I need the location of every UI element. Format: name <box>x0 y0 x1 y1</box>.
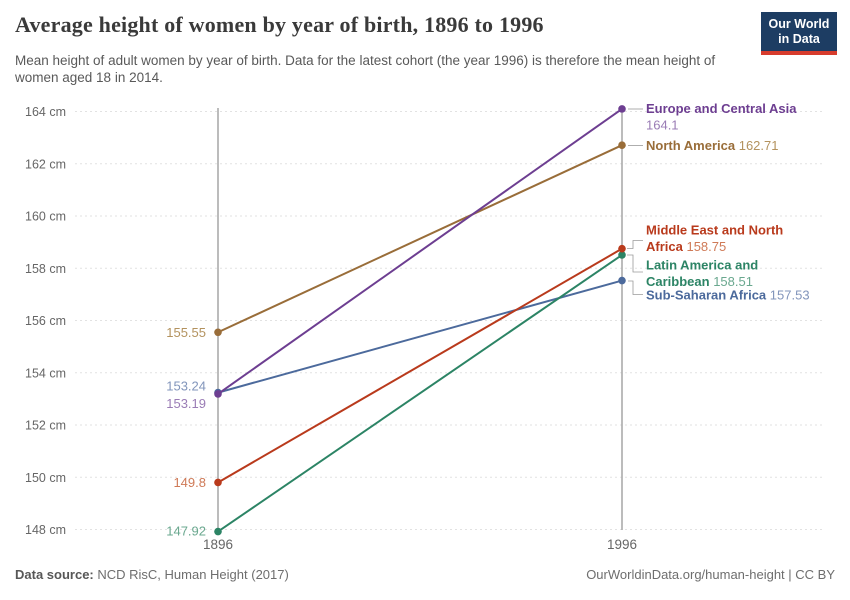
series-start-dot-latin-america-and-caribbean[interactable] <box>214 527 222 536</box>
start-value-label-sub-saharan-africa: 153.24 <box>166 379 206 394</box>
series-start-dot-europe-and-central-asia[interactable] <box>214 390 222 398</box>
start-value-label-europe-and-central-asia: 153.19 <box>166 396 206 411</box>
y-tick-label-150: 150 cm <box>25 471 66 485</box>
series-label-latin-america-and-caribbean-line1[interactable]: Latin America and <box>646 258 758 273</box>
series-end-dot-europe-and-central-asia[interactable] <box>618 105 626 113</box>
data-source-note: Data source: NCD RisC, Human Height (201… <box>15 567 289 582</box>
series-start-dot-north-america[interactable] <box>214 328 222 337</box>
y-tick-label-154: 154 cm <box>25 366 66 380</box>
x-tick-label-1896: 1896 <box>203 537 233 552</box>
label-connector-sub-saharan-africa <box>628 280 643 295</box>
series-start-dot-middle-east-and-north-africa[interactable] <box>214 478 222 487</box>
series-label-middle-east-and-north-africa-line2[interactable]: Africa 158.75 <box>646 239 726 254</box>
series-label-north-america-line1[interactable]: North America 162.71 <box>646 138 778 153</box>
series-value-text[interactable]: 164.1 <box>646 118 679 133</box>
y-tick-label-148: 148 cm <box>25 523 66 537</box>
series-name-text[interactable]: Middle East and North <box>646 223 783 238</box>
chart-title: Average height of women by year of birth… <box>15 12 544 37</box>
owid-logo[interactable]: Our World in Data <box>761 12 837 55</box>
y-tick-label-156: 156 cm <box>25 314 66 328</box>
series-name-text[interactable]: Latin America and <box>646 258 758 273</box>
series-name-text[interactable]: Caribbean <box>646 274 713 289</box>
series-value-text[interactable]: 158.51 <box>713 274 753 289</box>
series-label-middle-east-and-north-africa-line1[interactable]: Middle East and North <box>646 223 783 238</box>
chart-subtitle: Mean height of adult women by year of bi… <box>15 53 716 85</box>
label-connector-middle-east-and-north-africa <box>627 240 643 249</box>
series-label-europe-and-central-asia-line2[interactable]: 164.1 <box>646 118 679 133</box>
series-label-latin-america-and-caribbean-line2[interactable]: Caribbean 158.51 <box>646 274 753 289</box>
series-line-sub-saharan-africa[interactable] <box>217 279 623 394</box>
series-name-text[interactable]: Africa <box>646 239 686 254</box>
series-value-text[interactable]: 162.71 <box>739 138 779 153</box>
start-value-label-latin-america-and-caribbean: 147.92 <box>166 524 206 539</box>
series-end-dot-north-america[interactable] <box>618 141 626 150</box>
start-value-label-middle-east-and-north-africa: 149.8 <box>173 475 206 490</box>
series-end-dot-latin-america-and-caribbean[interactable] <box>618 251 626 259</box>
data-source-text: NCD RisC, Human Height (2017) <box>93 567 289 582</box>
y-tick-label-152: 152 cm <box>25 419 66 433</box>
series-end-dot-middle-east-and-north-africa[interactable] <box>618 244 626 253</box>
series-line-europe-and-central-asia[interactable] <box>217 107 623 395</box>
series-value-text[interactable]: 158.75 <box>686 239 726 254</box>
series-name-text[interactable]: North America <box>646 138 739 153</box>
x-tick-label-1996: 1996 <box>607 537 637 552</box>
label-connector-latin-america-and-caribbean <box>627 254 643 273</box>
series-label-europe-and-central-asia-line1[interactable]: Europe and Central Asia <box>646 101 797 116</box>
series-end-dot-sub-saharan-africa[interactable] <box>618 276 626 285</box>
start-value-label-north-america: 155.55 <box>166 325 206 340</box>
y-tick-label-162: 162 cm <box>25 157 66 171</box>
y-tick-label-158: 158 cm <box>25 262 66 276</box>
series-label-sub-saharan-africa-line1[interactable]: Sub-Saharan Africa 157.53 <box>646 288 810 303</box>
data-source-label: Data source: <box>15 567 94 582</box>
owid-url-license-link[interactable]: OurWorldinData.org/human-height | CC BY <box>586 567 835 582</box>
series-name-text[interactable]: Sub-Saharan Africa <box>646 288 770 303</box>
owid-logo-line2: in Data <box>778 32 820 46</box>
series-line-middle-east-and-north-africa[interactable] <box>217 247 623 484</box>
y-tick-label-160: 160 cm <box>25 210 66 224</box>
chart-footer: Data source: NCD RisC, Human Height (201… <box>15 567 835 582</box>
series-name-text[interactable]: Europe and Central Asia <box>646 101 797 116</box>
series-value-text[interactable]: 157.53 <box>770 288 810 303</box>
series-line-north-america[interactable] <box>217 144 623 334</box>
series-line-latin-america-and-caribbean[interactable] <box>217 253 623 533</box>
y-tick-label-164: 164 cm <box>25 105 66 119</box>
owid-logo-line1: Our World <box>768 17 830 31</box>
